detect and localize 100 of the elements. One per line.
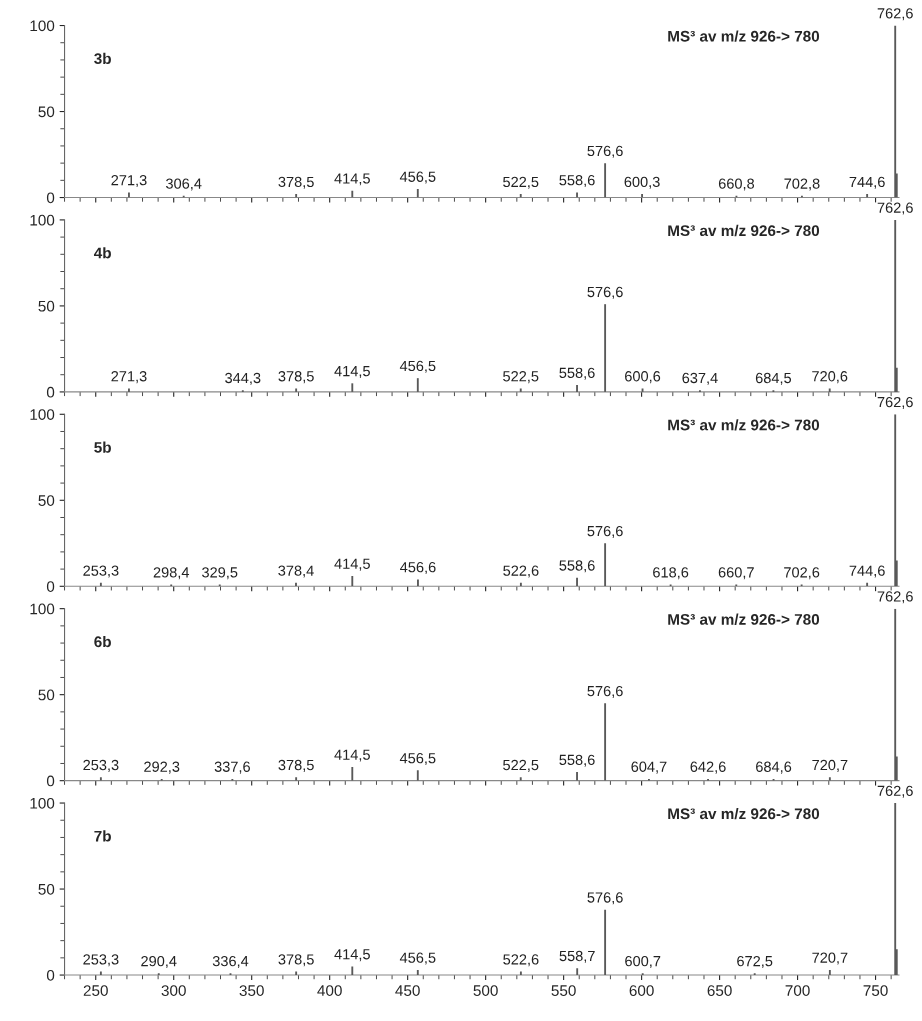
x-tick-label: 600 [629,985,654,996]
annotation: 414,5 [334,173,370,186]
y-tick-label: 100 [30,409,55,420]
annotation: 4b [93,247,111,259]
annotation: 576,6 [587,685,623,698]
annotation: 414,5 [334,558,370,571]
y-tick-label: 0 [46,969,55,981]
annotation: 618,6 [653,567,689,580]
annotation: 672,5 [737,955,773,969]
annotation: 642,6 [690,761,726,774]
annotation: 290,4 [141,955,177,969]
annotation: MS³ av m/z 926-> 780 [668,30,820,42]
annotation: 271,3 [111,371,147,384]
x-tick-label: 750 [863,985,888,996]
y-tick-label: 100 [30,797,55,809]
annotation: 378,5 [278,759,314,772]
y-tick-label: 0 [46,775,55,787]
annotation: 414,5 [334,749,370,762]
annotation: 337,6 [214,761,250,774]
annotation: 660,7 [718,567,754,580]
annotation: 576,6 [587,892,623,905]
y-tick-label: 50 [38,300,55,312]
annotation: 600,6 [625,371,661,384]
x-tick-label: 650 [707,985,732,996]
annotation: 600,3 [624,176,660,189]
annotation: 456,5 [399,360,436,373]
y-tick-label: 0 [46,386,55,398]
annotation: 298,4 [153,567,190,580]
annotation: 576,6 [587,145,623,158]
x-tick-label: 300 [161,985,186,996]
annotation: 702,8 [784,178,820,191]
annotation: 306,4 [166,178,202,191]
y-tick-label: 100 [30,214,55,226]
y-tick-label: 50 [38,883,55,895]
annotation: 6b [94,635,111,648]
annotation: 456,5 [399,952,436,965]
x-tick-label: 250 [83,985,108,996]
annotation: 344,3 [225,372,261,385]
annotation: 253,3 [83,954,119,967]
annotation: 329,5 [202,567,238,580]
annotation: 762,6 [877,202,913,215]
annotation: 720,7 [812,952,848,965]
annotation: 378,4 [278,565,314,578]
annotation: 762,6 [877,8,913,21]
annotation: 378,5 [278,176,314,189]
annotation: 576,6 [587,286,623,299]
annotation: 576,6 [587,525,623,538]
x-tick-label: 400 [317,985,342,996]
annotation: 684,5 [755,372,792,385]
annotation: MS³ av m/z 926-> 780 [668,613,820,625]
annotation: 744,6 [849,176,885,189]
annotation: MS³ av m/z 926-> 780 [668,419,820,431]
annotation: MS³ av m/z 926-> 780 [668,224,820,237]
annotation: 558,7 [559,950,595,963]
y-tick-label: 50 [38,689,55,701]
annotation: 637,4 [682,372,718,385]
annotation: 684,6 [756,761,792,774]
annotation: 600,7 [625,955,661,969]
annotation: 720,7 [812,759,848,772]
annotation: 558,6 [559,175,595,188]
y-tick-label: 0 [46,192,55,204]
annotation: 336,4 [212,955,249,969]
annotation: 762,6 [877,591,913,604]
y-tick-label: 50 [38,106,55,118]
annotation: 3b [94,52,111,65]
annotation: 522,5 [503,371,539,384]
annotation: 456,5 [399,752,436,766]
annotation: 720,6 [812,371,848,384]
annotation: 5b [94,441,111,453]
annotation: 762,6 [877,396,913,409]
x-tick-label: 550 [551,985,576,996]
annotation: 378,5 [278,371,314,384]
annotation: 253,3 [83,759,119,772]
y-tick-label: 0 [46,581,55,592]
annotation: 522,5 [503,176,539,189]
y-tick-label: 50 [38,495,55,506]
annotation: 558,6 [559,367,595,380]
x-tick-label: 700 [785,985,810,996]
y-tick-label: 100 [30,603,55,615]
annotation: 253,3 [83,565,119,578]
annotation: 558,6 [559,560,595,573]
annotation: 7b [94,830,111,842]
annotation: 762,6 [877,785,913,798]
annotation: 702,6 [784,567,820,580]
x-tick-label: 500 [473,985,498,996]
annotation: 660,8 [718,178,755,191]
annotation: 604,7 [631,761,667,774]
annotation: 271,3 [111,175,147,188]
annotation: 414,5 [334,949,370,962]
annotation: 414,5 [334,366,370,378]
annotation: 292,3 [144,761,180,774]
y-tick-label: 100 [30,20,55,32]
annotation: 456,5 [399,171,436,184]
annotation: MS³ av m/z 926-> 780 [668,807,820,820]
annotation: 744,6 [849,565,885,578]
x-tick-label: 350 [239,985,264,996]
annotation: 456,6 [400,562,436,575]
annotation: 522,5 [503,759,539,772]
annotation: 522,6 [503,954,539,967]
annotation: 522,6 [503,565,539,578]
